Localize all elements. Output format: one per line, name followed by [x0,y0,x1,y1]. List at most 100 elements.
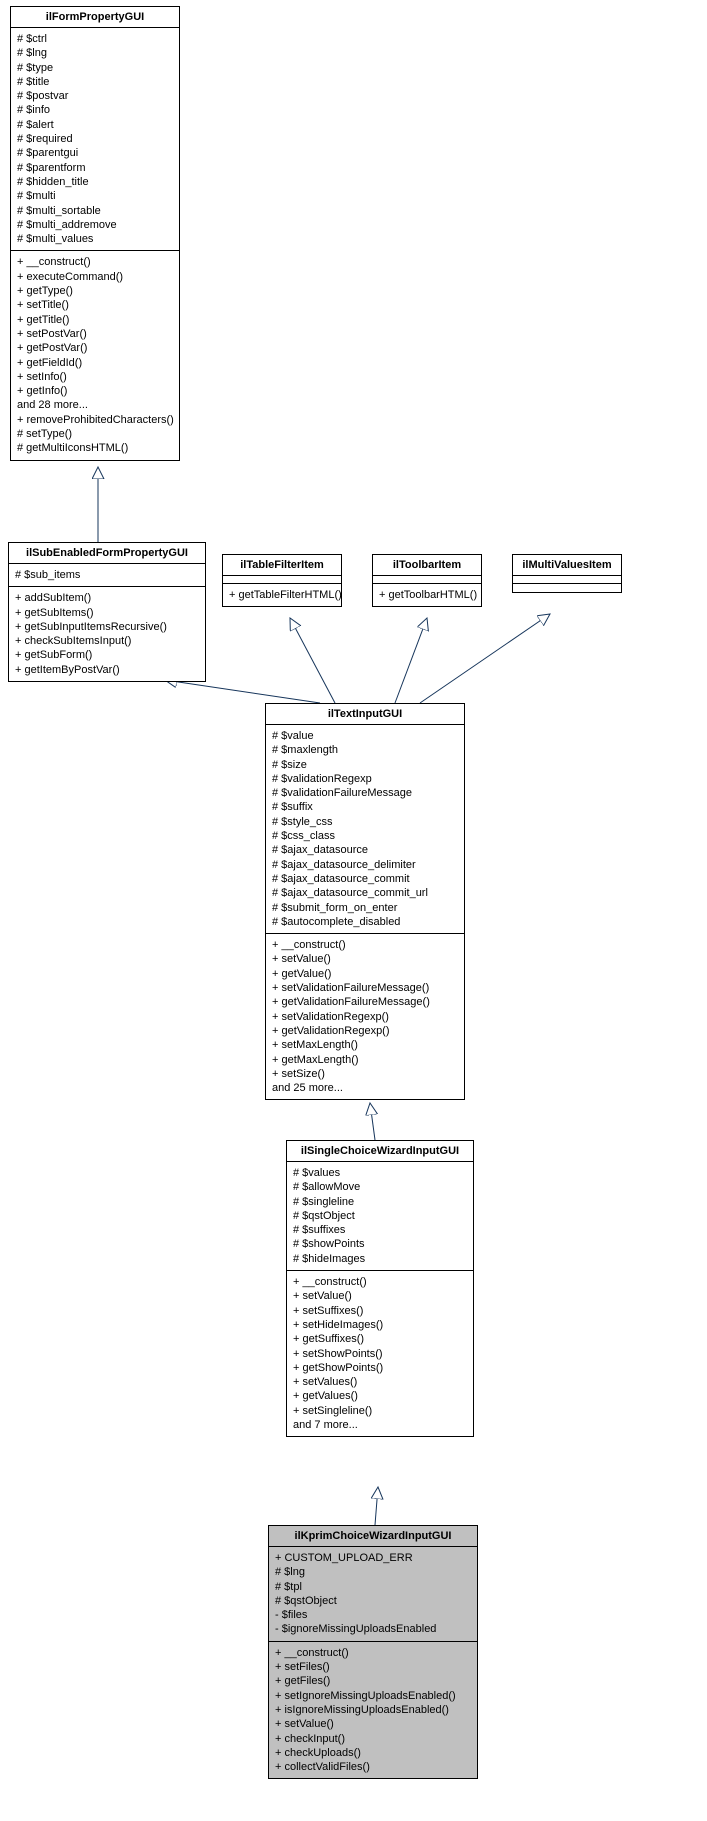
member-line: # $multi_values [17,232,173,246]
member-line: # $parentgui [17,146,173,160]
member-line: + getSuffixes() [293,1332,467,1346]
member-line: # $singleline [293,1195,467,1209]
member-line: + setValue() [275,1717,471,1731]
member-line: # $validationFailureMessage [272,786,458,800]
member-line: and 28 more... [17,398,173,412]
member-line: # $ctrl [17,32,173,46]
member-line: # $lng [17,46,173,60]
member-line: and 25 more... [272,1081,458,1095]
class-ilTextInputGUI: ilTextInputGUI# $value# $maxlength# $siz… [265,703,465,1100]
member-line: + CUSTOM_UPLOAD_ERR [275,1551,471,1565]
class-ilMultiValuesItem: ilMultiValuesItem [512,554,622,593]
member-line: # $maxlength [272,743,458,757]
member-line: # $alert [17,118,173,132]
member-line: # $css_class [272,829,458,843]
member-line: # $multi_addremove [17,218,173,232]
member-line: + getTitle() [17,313,173,327]
member-line: # $showPoints [293,1237,467,1251]
member-line: + __construct() [275,1646,471,1660]
class-title: ilSubEnabledFormPropertyGUI [9,543,205,564]
member-line: # $hidden_title [17,175,173,189]
member-line: # $hideImages [293,1252,467,1266]
inherit-edge [375,1487,378,1525]
member-line: + getMaxLength() [272,1053,458,1067]
member-line: + getFieldId() [17,356,173,370]
member-line: + setIgnoreMissingUploadsEnabled() [275,1689,471,1703]
member-line: # $size [272,758,458,772]
member-line: # $ajax_datasource_commit [272,872,458,886]
inherit-edge [370,1103,375,1140]
member-line: + setFiles() [275,1660,471,1674]
member-line: # $lng [275,1565,471,1579]
class-title: ilKprimChoiceWizardInputGUI [269,1526,477,1547]
member-line: # $title [17,75,173,89]
member-line: + setValidationFailureMessage() [272,981,458,995]
member-line: + setPostVar() [17,327,173,341]
member-line: # getMultiIconsHTML() [17,441,173,455]
class-title: ilMultiValuesItem [513,555,621,576]
member-line: + getSubForm() [15,648,199,662]
member-line: - $ignoreMissingUploadsEnabled [275,1622,471,1636]
member-line: + getValidationRegexp() [272,1024,458,1038]
member-line: # $type [17,61,173,75]
member-line: # $required [17,132,173,146]
class-title: ilTextInputGUI [266,704,464,725]
member-line: # $values [293,1166,467,1180]
inherit-edge [290,618,335,703]
member-line: + checkInput() [275,1732,471,1746]
member-line: # $multi [17,189,173,203]
member-line: + __construct() [272,938,458,952]
member-line: # $style_css [272,815,458,829]
inherit-edge [420,614,550,703]
member-line: # $postvar [17,89,173,103]
class-title: ilSingleChoiceWizardInputGUI [287,1141,473,1162]
member-line: + setSize() [272,1067,458,1081]
member-line: # $qstObject [293,1209,467,1223]
member-line: + setValue() [272,952,458,966]
member-line: + __construct() [17,255,173,269]
class-title: ilFormPropertyGUI [11,7,179,28]
member-line: # $allowMove [293,1180,467,1194]
inherit-edge [395,618,427,703]
member-line: + getShowPoints() [293,1361,467,1375]
member-line: # $ajax_datasource [272,843,458,857]
member-line: + getSubItems() [15,606,199,620]
member-line: + setShowPoints() [293,1347,467,1361]
class-ilSingleChoiceWizardInputGUI: ilSingleChoiceWizardInputGUI# $values# $… [286,1140,474,1437]
member-line: + collectValidFiles() [275,1760,471,1774]
member-line: # $ajax_datasource_commit_url [272,886,458,900]
inherit-edge [165,680,320,703]
member-line: # $info [17,103,173,117]
member-line: + setValidationRegexp() [272,1010,458,1024]
class-ilKprimChoiceWizardInputGUI: ilKprimChoiceWizardInputGUI + CUSTOM_UPLO… [268,1525,478,1779]
member-line: # $autocomplete_disabled [272,915,458,929]
member-line: + getTableFilterHTML() [229,588,335,602]
class-title: ilToolbarItem [373,555,481,576]
member-line: # setType() [17,427,173,441]
member-line: + addSubItem() [15,591,199,605]
member-line: # $multi_sortable [17,204,173,218]
member-line: # $suffixes [293,1223,467,1237]
member-line: + removeProhibitedCharacters() [17,413,173,427]
member-line: # $parentform [17,161,173,175]
member-line: + setSingleline() [293,1404,467,1418]
member-line: # $ajax_datasource_delimiter [272,858,458,872]
member-line: + checkSubItemsInput() [15,634,199,648]
member-line: + setMaxLength() [272,1038,458,1052]
class-ilToolbarItem: ilToolbarItem+ getToolbarHTML() [372,554,482,607]
member-line: # $validationRegexp [272,772,458,786]
member-line: + getType() [17,284,173,298]
member-line: + getInfo() [17,384,173,398]
class-title: ilTableFilterItem [223,555,341,576]
member-line: - $files [275,1608,471,1622]
member-line: + getValues() [293,1389,467,1403]
member-line: # $submit_form_on_enter [272,901,458,915]
member-line: + setValue() [293,1289,467,1303]
member-line: # $sub_items [15,568,199,582]
uml-canvas: ilFormPropertyGUI# $ctrl# $lng# $type# $… [0,0,707,1821]
member-line: + setTitle() [17,298,173,312]
member-line: + getItemByPostVar() [15,663,199,677]
member-line: + setHideImages() [293,1318,467,1332]
class-ilTableFilterItem: ilTableFilterItem + getTableFilterHTML() [222,554,342,607]
class-ilFormPropertyGUI: ilFormPropertyGUI# $ctrl# $lng# $type# $… [10,6,180,461]
